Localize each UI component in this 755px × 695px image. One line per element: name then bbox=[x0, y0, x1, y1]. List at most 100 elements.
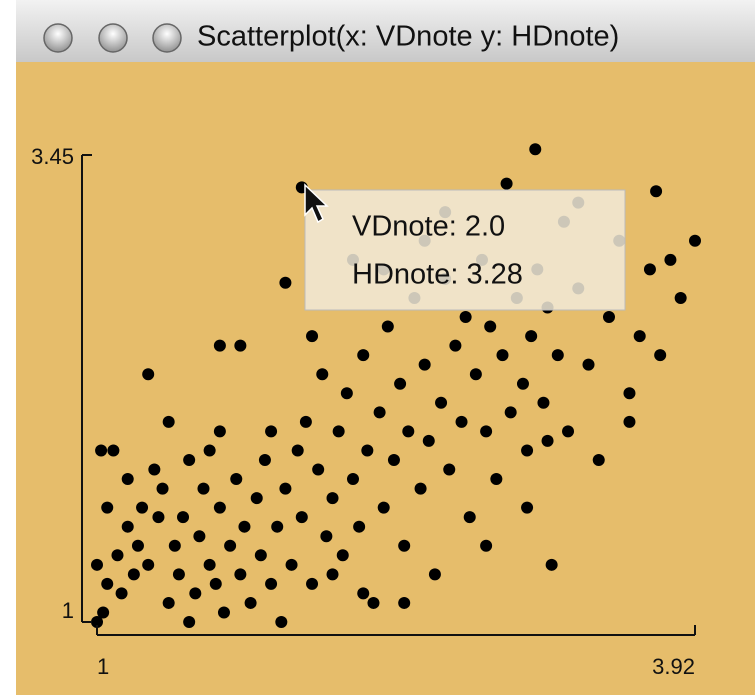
point bbox=[592, 453, 605, 466]
point bbox=[197, 482, 210, 495]
point bbox=[156, 482, 169, 495]
point bbox=[537, 396, 550, 409]
point bbox=[183, 453, 196, 466]
point bbox=[279, 276, 292, 289]
point bbox=[387, 453, 400, 466]
point bbox=[521, 444, 534, 457]
point bbox=[521, 501, 534, 514]
plot-background bbox=[16, 62, 755, 695]
point bbox=[291, 444, 304, 457]
point bbox=[299, 415, 312, 428]
point bbox=[234, 568, 247, 581]
point bbox=[172, 568, 185, 581]
point bbox=[562, 425, 575, 438]
point bbox=[177, 511, 190, 524]
point bbox=[674, 291, 687, 304]
point bbox=[91, 558, 103, 571]
point bbox=[496, 349, 509, 362]
point bbox=[193, 530, 206, 543]
point bbox=[203, 558, 216, 571]
point bbox=[258, 453, 271, 466]
point bbox=[332, 425, 345, 438]
point bbox=[148, 463, 161, 476]
point bbox=[152, 511, 165, 524]
point bbox=[271, 520, 284, 533]
point bbox=[238, 520, 251, 533]
point bbox=[525, 330, 538, 343]
point bbox=[234, 339, 247, 352]
point bbox=[455, 415, 468, 428]
point bbox=[353, 520, 366, 533]
point bbox=[101, 501, 114, 514]
point bbox=[633, 330, 646, 343]
point bbox=[142, 368, 155, 381]
point bbox=[398, 539, 411, 552]
point bbox=[602, 311, 615, 324]
point bbox=[217, 606, 230, 619]
point bbox=[142, 558, 155, 571]
point bbox=[111, 549, 124, 562]
minimize-button[interactable] bbox=[98, 23, 128, 53]
point bbox=[101, 577, 114, 590]
y-tick-label: 3.45 bbox=[31, 144, 74, 169]
point bbox=[91, 616, 103, 628]
point bbox=[107, 444, 120, 457]
point bbox=[435, 396, 448, 409]
point bbox=[265, 577, 278, 590]
point bbox=[490, 473, 503, 486]
point bbox=[336, 549, 349, 562]
point bbox=[320, 530, 333, 543]
point bbox=[689, 234, 701, 247]
point bbox=[131, 539, 144, 552]
point bbox=[244, 596, 257, 609]
point bbox=[121, 520, 134, 533]
point bbox=[306, 330, 319, 343]
point bbox=[545, 558, 558, 571]
point bbox=[213, 501, 226, 514]
point bbox=[654, 349, 667, 362]
point bbox=[480, 539, 493, 552]
window-title: Scatterplot(x: VDnote y: HDnote) bbox=[197, 21, 619, 53]
close-button[interactable] bbox=[43, 23, 73, 53]
x-tick-label: 1 bbox=[97, 654, 109, 679]
point bbox=[500, 177, 513, 190]
point bbox=[295, 511, 308, 524]
point bbox=[127, 568, 140, 581]
point bbox=[213, 339, 226, 352]
point bbox=[361, 444, 374, 457]
point bbox=[551, 349, 564, 362]
point bbox=[582, 358, 595, 371]
point bbox=[230, 473, 243, 486]
point bbox=[357, 349, 370, 362]
point bbox=[381, 320, 394, 333]
point bbox=[422, 434, 435, 447]
point bbox=[183, 616, 196, 628]
tooltip bbox=[304, 189, 626, 311]
point bbox=[367, 596, 380, 609]
point bbox=[650, 185, 663, 198]
point bbox=[279, 482, 292, 495]
point bbox=[394, 377, 407, 390]
x-tick-label: 3.92 bbox=[652, 654, 695, 679]
point bbox=[449, 339, 462, 352]
zoom-button[interactable] bbox=[152, 23, 182, 53]
point bbox=[162, 415, 175, 428]
point bbox=[115, 587, 128, 600]
point bbox=[377, 501, 390, 514]
point bbox=[373, 406, 386, 419]
point bbox=[484, 320, 497, 333]
point bbox=[516, 377, 529, 390]
point bbox=[504, 406, 517, 419]
point bbox=[643, 263, 656, 276]
point bbox=[162, 596, 175, 609]
ticks: 1 3.45 1 3.92 bbox=[31, 144, 696, 679]
title-bar bbox=[16, 0, 755, 62]
point bbox=[357, 587, 370, 600]
point bbox=[203, 444, 216, 457]
point bbox=[463, 511, 476, 524]
point bbox=[623, 415, 636, 428]
point bbox=[480, 425, 493, 438]
point bbox=[428, 568, 441, 581]
